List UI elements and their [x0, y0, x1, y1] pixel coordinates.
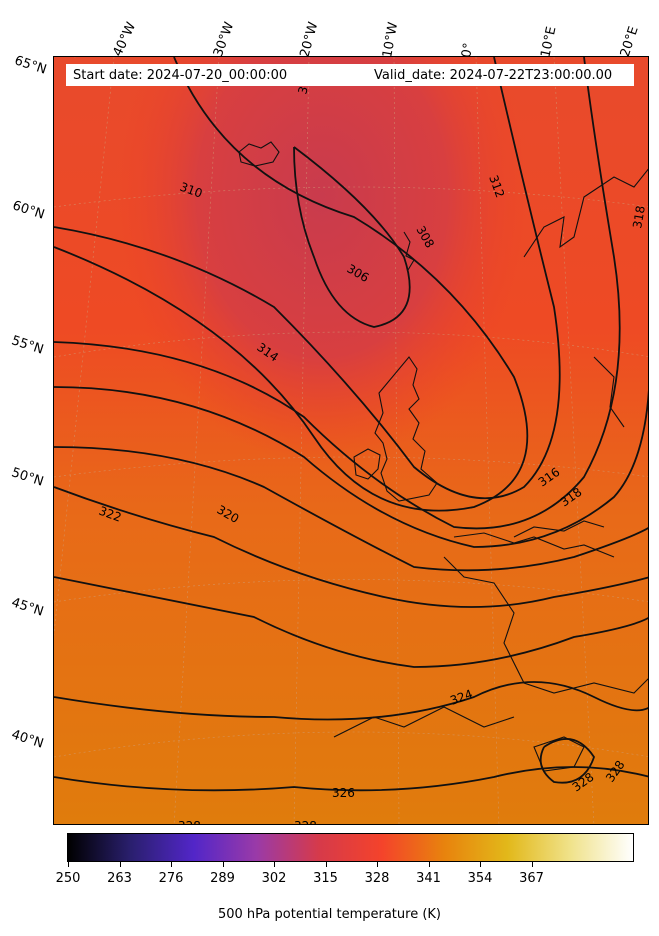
colorbar-tick-label: 354: [467, 871, 493, 886]
colorbar-tick-label: 315: [313, 871, 338, 886]
colorbar-tick-mark: [119, 862, 121, 867]
lon-label: 20°E: [617, 24, 642, 59]
valid-date-text: Valid_date: 2024-07-22T23:00:00.00: [374, 68, 613, 83]
colorbar-tick-label: 276: [158, 871, 184, 886]
lon-label: 10°W: [380, 21, 402, 59]
colorbar-tick-mark: [325, 862, 327, 867]
contours: [54, 57, 648, 792]
colorbar-tick-mark: [171, 862, 172, 867]
cold-pool: [54, 57, 648, 824]
contour-label: 318: [630, 205, 648, 230]
lon-label: 10°E: [538, 25, 560, 60]
start-date-text: Start date: 2024-07-20_00:00:00: [73, 68, 288, 83]
map-panel: 306 308 310 312 314 316 318 318 320 322 …: [53, 56, 649, 825]
colorbar-tick-mark: [531, 862, 533, 867]
lat-label: 45°N: [9, 595, 46, 620]
colorbar-tick-label: 289: [210, 871, 235, 886]
contour-label: 328: [294, 819, 317, 825]
lat-label: 55°N: [9, 333, 46, 358]
lat-label: 65°N: [12, 53, 49, 78]
colorbar-tick-label: 302: [261, 871, 287, 886]
colorbar-tick-mark: [222, 862, 224, 867]
colorbar-tick-label: 367: [519, 871, 544, 886]
colorbar-tick-mark: [480, 862, 481, 867]
lon-label: 30°W: [210, 20, 238, 59]
date-info-box: [66, 64, 634, 86]
colorbar-tick-label: 341: [416, 871, 441, 886]
colorbar-tick-mark: [68, 862, 69, 867]
lon-label: 0°: [459, 41, 477, 59]
lat-label: 50°N: [9, 465, 46, 490]
colorbar: [67, 833, 634, 862]
colorbar-title: 500 hPa potential temperature (K): [217, 907, 441, 922]
map-field: 306 308 310 312 314 316 318 318 320 322 …: [54, 57, 648, 825]
colorbar-tick-label: 263: [107, 871, 132, 886]
colorbar-tick-mark: [274, 862, 275, 867]
coastlines: [238, 141, 648, 772]
colorbar-tick-label: 250: [55, 871, 81, 886]
lon-label: 40°W: [110, 20, 140, 59]
contour-label: 328: [178, 819, 201, 825]
contour-label: 326: [332, 786, 355, 800]
colorbar-tick-mark: [428, 862, 430, 867]
lat-label: 60°N: [10, 198, 47, 223]
lat-label: 40°N: [9, 727, 46, 752]
colorbar-tick-mark: [377, 862, 378, 867]
lon-label: 20°W: [297, 20, 322, 59]
graticule: [54, 57, 648, 824]
colorbar-tick-label: 328: [364, 871, 390, 886]
